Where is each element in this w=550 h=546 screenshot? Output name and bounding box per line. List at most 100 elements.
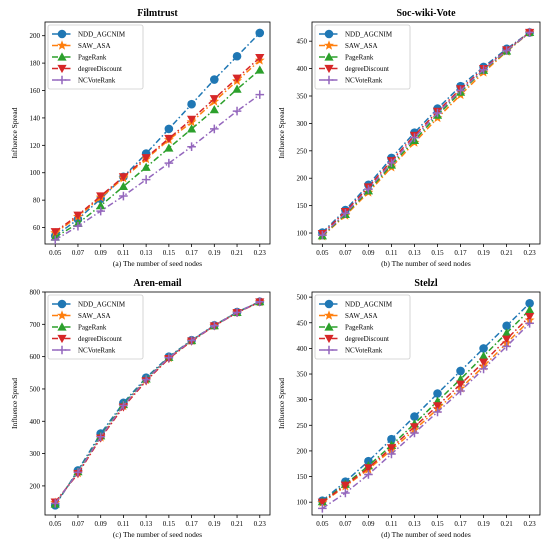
legend-label: NCVoteRank	[345, 347, 383, 355]
data-point	[50, 499, 60, 508]
plot-frame	[44, 291, 271, 516]
y-tick-label: 300	[30, 450, 41, 458]
x-tick-label: 0.19	[477, 520, 490, 528]
y-tick-label: 100	[297, 499, 308, 507]
data-point	[232, 106, 242, 116]
data-point	[209, 95, 219, 104]
y-tick-label: 120	[30, 142, 41, 150]
legend: NDD_AGCNIM SAW_ASA PageRank degreeDiscount N…	[314, 294, 411, 360]
data-point	[525, 298, 534, 308]
legend-marker	[324, 29, 334, 39]
x-tick-label: 0.07	[72, 249, 85, 257]
legend-marker	[57, 345, 67, 355]
y-tick-label: 250	[297, 422, 308, 430]
data-point	[456, 386, 465, 396]
data-point	[455, 380, 466, 389]
series-line	[54, 32, 261, 237]
x-tick-label: 0.17	[454, 249, 467, 257]
legend-marker	[57, 29, 67, 39]
y-tick-label: 400	[297, 65, 308, 73]
series-3	[50, 65, 265, 241]
x-tick-label: 0.13	[408, 520, 421, 528]
x-tick-label: 0.23	[524, 520, 537, 528]
data-point	[456, 86, 465, 95]
x-tick-label: 0.05	[49, 520, 62, 528]
data-point	[410, 133, 419, 142]
data-point	[410, 428, 419, 438]
x-tick-label: 0.05	[316, 520, 329, 528]
data-point	[96, 201, 106, 210]
y-tick-label: 60	[33, 224, 41, 232]
y-tick-label: 350	[297, 371, 308, 379]
y-tick-label: 100	[30, 169, 41, 177]
x-tick-label: 0.09	[362, 520, 375, 528]
data-point	[502, 335, 512, 344]
data-point	[318, 504, 327, 513]
series-line	[321, 302, 531, 502]
legend-label: SAW_ASA	[345, 312, 378, 320]
legend-box	[314, 24, 411, 90]
legend-box	[47, 294, 144, 360]
y-tick-label: 350	[297, 93, 308, 101]
data-point	[164, 134, 174, 144]
y-tick-label: 80	[33, 197, 41, 205]
data-point	[502, 342, 511, 351]
chart-title: Aren-email	[133, 278, 181, 289]
x-tick-label: 0.13	[408, 249, 421, 257]
y-tick-label: 200	[297, 447, 308, 455]
y-tick-label: 200	[297, 175, 308, 183]
x-tick-label: 0.23	[254, 249, 267, 257]
legend-label: degreeDiscount	[78, 65, 122, 73]
legend-marker	[57, 40, 67, 50]
data-point	[255, 54, 265, 63]
data-point	[456, 366, 465, 376]
data-point	[255, 65, 265, 74]
data-point	[73, 211, 83, 220]
data-point	[255, 90, 265, 99]
y-tick-label: 500	[297, 294, 308, 302]
data-point	[118, 181, 129, 191]
data-point	[478, 358, 489, 367]
panel-2: 0.05 0.07 0.09 0.11 0.13 0.15 0.17 0.19 0.21 0.23…	[277, 8, 541, 268]
data-point	[210, 321, 219, 330]
series-line	[54, 59, 261, 234]
series-5	[50, 90, 265, 245]
data-point	[141, 175, 151, 184]
legend-marker	[324, 310, 334, 320]
x-tick-label: 0.21	[500, 520, 513, 528]
x-tick-label: 0.21	[231, 249, 244, 257]
data-point	[363, 464, 374, 473]
data-point	[164, 143, 174, 152]
x-tick-label: 0.15	[163, 520, 176, 528]
y-tick-label: 600	[30, 353, 41, 361]
y-tick-label: 200	[30, 482, 41, 490]
legend-marker	[57, 310, 67, 320]
x-tick-label: 0.17	[454, 520, 467, 528]
legend-marker	[57, 334, 67, 344]
legend-label: degreeDiscount	[345, 335, 389, 343]
data-point	[186, 124, 197, 133]
data-point	[164, 353, 174, 362]
legend-marker	[324, 299, 334, 309]
legend-label: NDD_AGCNIM	[78, 301, 126, 309]
chart-title: Soc-wiki-Vote	[396, 8, 456, 19]
legend-label: PageRank	[345, 324, 374, 332]
plot-frame	[311, 21, 541, 245]
series-line	[54, 301, 261, 504]
y-tick-label: 400	[297, 345, 308, 353]
series-line	[321, 31, 531, 234]
data-point	[232, 84, 242, 93]
series-line	[321, 319, 531, 504]
data-point	[73, 468, 83, 477]
legend-label: NDD_AGCNIM	[345, 301, 393, 309]
data-point	[210, 75, 219, 84]
legend-marker	[324, 334, 334, 344]
series-line	[54, 301, 261, 506]
data-point	[525, 28, 534, 37]
data-point	[318, 230, 327, 240]
x-tick-label: 0.05	[316, 249, 329, 257]
y-tick-label: 450	[297, 38, 308, 46]
y-tick-label: 150	[297, 202, 308, 210]
plot-frame	[44, 21, 271, 245]
